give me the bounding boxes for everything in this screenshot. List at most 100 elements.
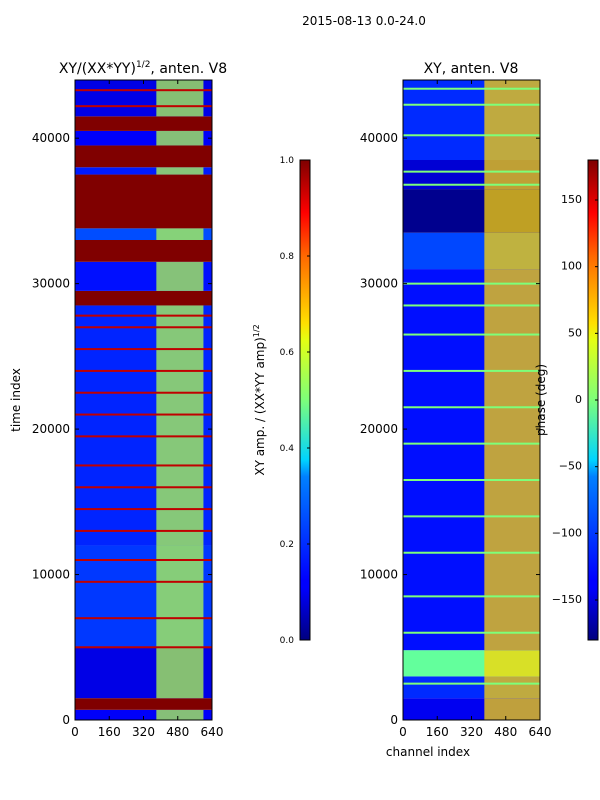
amplitude-colorbar: 0.0 0.2 0.4 0.6 0.8 1.0 XY amp. / (XX*YY amp)… xyxy=(252,156,311,646)
y-tick-label: 10000 xyxy=(360,568,398,582)
phase-colorbar: −150 −100 −50 0 50 100 150 phase (deg) xyxy=(534,159,599,641)
heatmap-stripe xyxy=(403,170,540,173)
amplitude-colorbar-label: XY amp. / (XX*YY amp)1/2 xyxy=(252,324,267,475)
phase-axes: 0 160 320 480 640 0 10000 20000 30000 40000 xyxy=(360,80,552,739)
colorbar-tick-label: 100 xyxy=(561,260,582,273)
y-tick-label: 40000 xyxy=(32,131,70,145)
heatmap-stripe xyxy=(75,369,212,372)
colorbar-tick-label: 1.0 xyxy=(280,156,295,166)
x-tick-label: 160 xyxy=(426,725,449,739)
heatmap-stripe xyxy=(75,314,212,317)
heatmap-stripe xyxy=(75,580,212,583)
phase-panel-title: XY, anten. V8 xyxy=(424,61,519,77)
phase-xlabel: channel index xyxy=(386,745,470,759)
heatmap-channel-band xyxy=(156,80,204,117)
heatmap-stripe xyxy=(75,464,212,467)
heatmap-channel-band xyxy=(484,269,540,651)
heatmap-stripe xyxy=(403,282,540,285)
colorbar-tick-label: 150 xyxy=(561,193,582,206)
heatmap-stripe xyxy=(75,326,212,329)
heatmap-channel-band xyxy=(484,650,540,677)
heatmap-stripe xyxy=(75,105,212,108)
heatmap-channel-band xyxy=(484,80,540,160)
y-tick-label: 20000 xyxy=(32,422,70,436)
phase-colorbar-ticks: −150 −100 −50 0 50 100 150 xyxy=(552,193,598,606)
heatmap-channel-band xyxy=(484,232,540,270)
colorbar-tick-label: 0.2 xyxy=(280,540,294,550)
heatmap-stripe xyxy=(75,391,212,394)
heatmap-channel-band xyxy=(156,709,204,720)
y-tick-label: 0 xyxy=(390,713,398,727)
heatmap-stripe xyxy=(403,515,540,518)
heatmap-stripe xyxy=(403,595,540,598)
heatmap-region xyxy=(75,290,212,306)
amplitude-colorbar-gradient xyxy=(299,159,311,641)
heatmap-region xyxy=(75,116,212,131)
heatmap-stripe xyxy=(75,559,212,561)
colorbar-tick-label: 0.0 xyxy=(280,636,295,646)
heatmap-stripe xyxy=(403,406,540,409)
heatmap-channel-band xyxy=(156,647,204,699)
amplitude-heatmap xyxy=(75,80,212,720)
heatmap-stripe xyxy=(403,369,540,372)
y-tick-label: 0 xyxy=(62,713,70,727)
amplitude-panel-title: XY/(XX*YY)1/2, anten. V8 xyxy=(59,60,227,77)
heatmap-channel-band xyxy=(156,545,204,648)
amplitude-panel: XY/(XX*YY)1/2, anten. V8 0 160 320 480 640 0 1… xyxy=(9,60,227,739)
phase-panel: XY, anten. V8 0 160 320 480 640 0 10000 20000 30… xyxy=(360,61,552,759)
heatmap-channel-band xyxy=(484,698,540,720)
amplitude-ylabel: time index xyxy=(9,368,23,432)
heatmap-stripe xyxy=(75,529,212,532)
heatmap-region xyxy=(75,240,212,262)
phase-colorbar-label: phase (deg) xyxy=(534,364,548,436)
heatmap-stripe xyxy=(403,682,540,685)
heatmap-channel-band xyxy=(156,305,204,546)
colorbar-tick-label: 0.8 xyxy=(280,252,295,262)
y-tick-label: 40000 xyxy=(360,131,398,145)
heatmap-region xyxy=(75,174,212,229)
heatmap-stripe xyxy=(403,87,540,90)
heatmap-stripe xyxy=(403,631,540,634)
x-tick-label: 640 xyxy=(201,725,224,739)
heatmap-region xyxy=(75,698,212,710)
heatmap-stripe xyxy=(403,333,540,336)
x-tick-label: 480 xyxy=(166,725,189,739)
x-tick-label: 0 xyxy=(71,725,79,739)
heatmap-region xyxy=(75,167,212,175)
amplitude-axes: 0 160 320 480 640 0 10000 20000 30000 40000 xyxy=(32,80,224,739)
y-tick-label: 20000 xyxy=(360,422,398,436)
x-tick-label: 320 xyxy=(460,725,483,739)
heatmap-stripe xyxy=(75,348,212,351)
heatmap-stripe xyxy=(403,551,540,554)
phase-heatmap xyxy=(403,80,540,720)
heatmap-channel-band xyxy=(484,676,540,699)
colorbar-tick-label: 50 xyxy=(568,326,582,339)
heatmap-channel-band xyxy=(156,167,204,175)
heatmap-channel-band xyxy=(484,189,540,233)
heatmap-channel-band xyxy=(156,228,204,240)
heatmap-stripe xyxy=(403,479,540,481)
heatmap-stripe xyxy=(75,486,212,489)
heatmap-region xyxy=(75,228,212,240)
heatmap-channel-band xyxy=(156,261,204,291)
heatmap-stripe xyxy=(403,134,540,137)
x-tick-label: 640 xyxy=(529,725,552,739)
heatmap-region xyxy=(75,145,212,168)
heatmap-stripe xyxy=(403,442,540,445)
x-tick-label: 0 xyxy=(399,725,407,739)
heatmap-channel-band xyxy=(156,130,204,146)
colorbar-tick-label: −150 xyxy=(552,593,582,606)
heatmap-stripe xyxy=(75,617,212,620)
heatmap-stripe xyxy=(403,304,540,307)
heatmap-stripe xyxy=(403,183,540,186)
y-tick-label: 10000 xyxy=(32,568,70,582)
figure-title: 2015-08-13 0.0-24.0 xyxy=(302,14,426,28)
colorbar-tick-label: −50 xyxy=(559,460,582,473)
y-tick-label: 30000 xyxy=(32,277,70,291)
x-tick-label: 480 xyxy=(494,725,517,739)
x-tick-label: 320 xyxy=(132,725,155,739)
heatmap-stripe xyxy=(75,508,212,511)
heatmap-stripe xyxy=(403,103,540,106)
heatmap-stripe xyxy=(75,435,212,438)
